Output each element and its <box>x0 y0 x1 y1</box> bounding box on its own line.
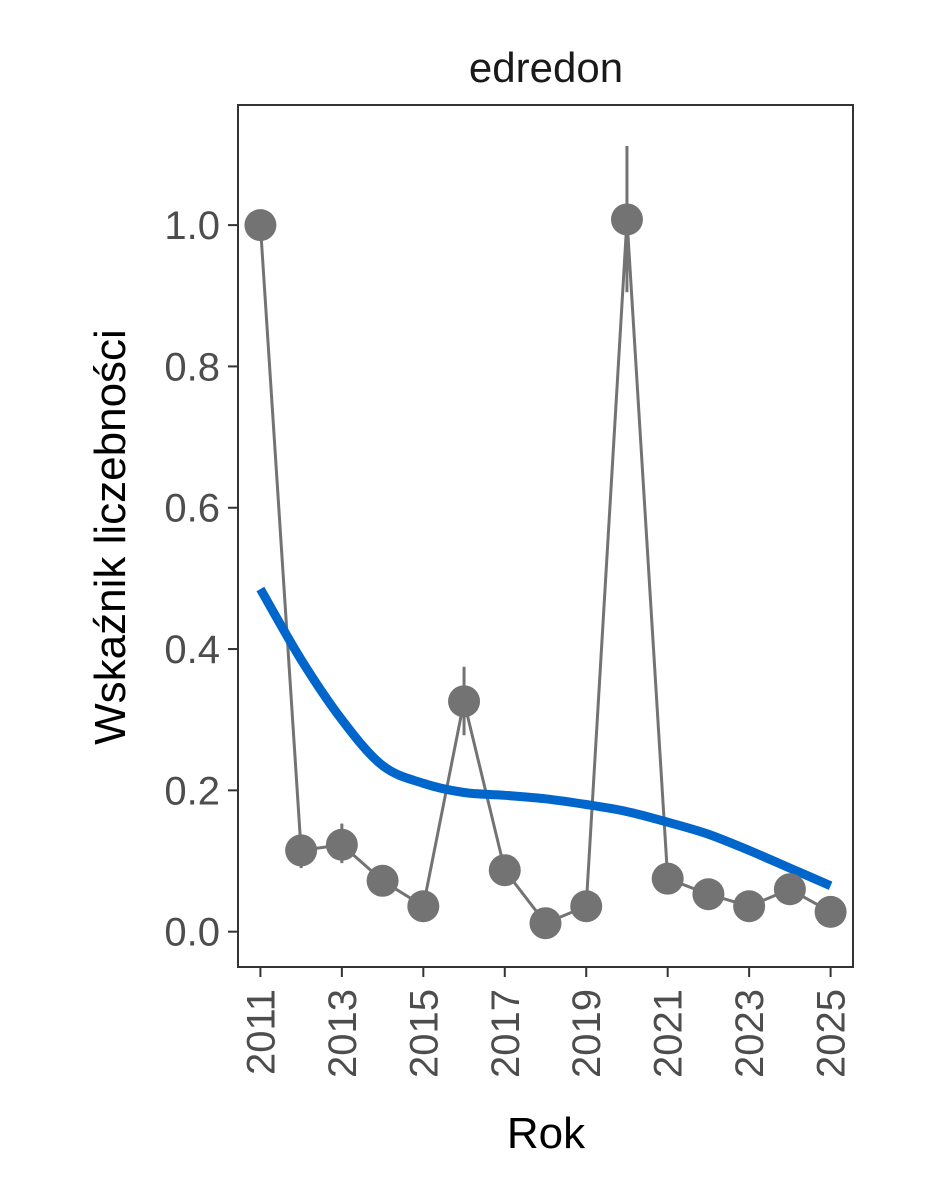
x-tick-label: 2013 <box>321 989 365 1078</box>
y-tick-label: 0.0 <box>164 911 220 955</box>
y-tick-label: 0.4 <box>164 628 220 672</box>
x-tick-label: 2025 <box>810 989 854 1078</box>
data-point <box>651 862 684 895</box>
x-axis-title: Rok <box>507 1109 586 1158</box>
chart-title: edredon <box>469 44 623 91</box>
plot-panel-border <box>237 104 854 968</box>
x-tick-label: 2021 <box>647 989 691 1078</box>
data-point <box>733 890 766 923</box>
data-point <box>448 685 481 718</box>
trend-line <box>256 586 833 890</box>
data-point <box>366 864 399 897</box>
y-tick-label: 0.2 <box>164 769 220 813</box>
data-point <box>692 878 725 911</box>
x-tick-label: 2015 <box>402 989 446 1078</box>
data-point <box>610 203 643 236</box>
data-point <box>244 209 277 242</box>
data-point <box>814 895 847 928</box>
data-point <box>285 834 318 867</box>
data-point <box>570 890 603 923</box>
x-tick-label: 2011 <box>239 989 283 1075</box>
y-axis-title: Wskaźnik liczebności <box>86 329 135 745</box>
y-tick-label: 0.8 <box>164 345 220 389</box>
x-tick-label: 2023 <box>728 989 772 1078</box>
y-axis: 0.0 0.2 0.4 0.6 0.8 1.0 <box>164 204 238 955</box>
y-tick-label: 1.0 <box>164 204 220 248</box>
data-point <box>773 873 806 906</box>
series-layer <box>244 145 847 940</box>
y-tick-label: 0.6 <box>164 487 220 531</box>
index-series-line <box>258 219 832 926</box>
data-point <box>407 890 440 923</box>
x-tick-label: 2019 <box>565 989 609 1078</box>
data-point <box>488 854 521 887</box>
x-axis: 2011 2013 2015 2017 2019 2021 2023 2025 <box>239 967 854 1078</box>
data-point <box>529 907 562 940</box>
data-point <box>325 828 358 861</box>
x-tick-label: 2017 <box>484 989 528 1078</box>
